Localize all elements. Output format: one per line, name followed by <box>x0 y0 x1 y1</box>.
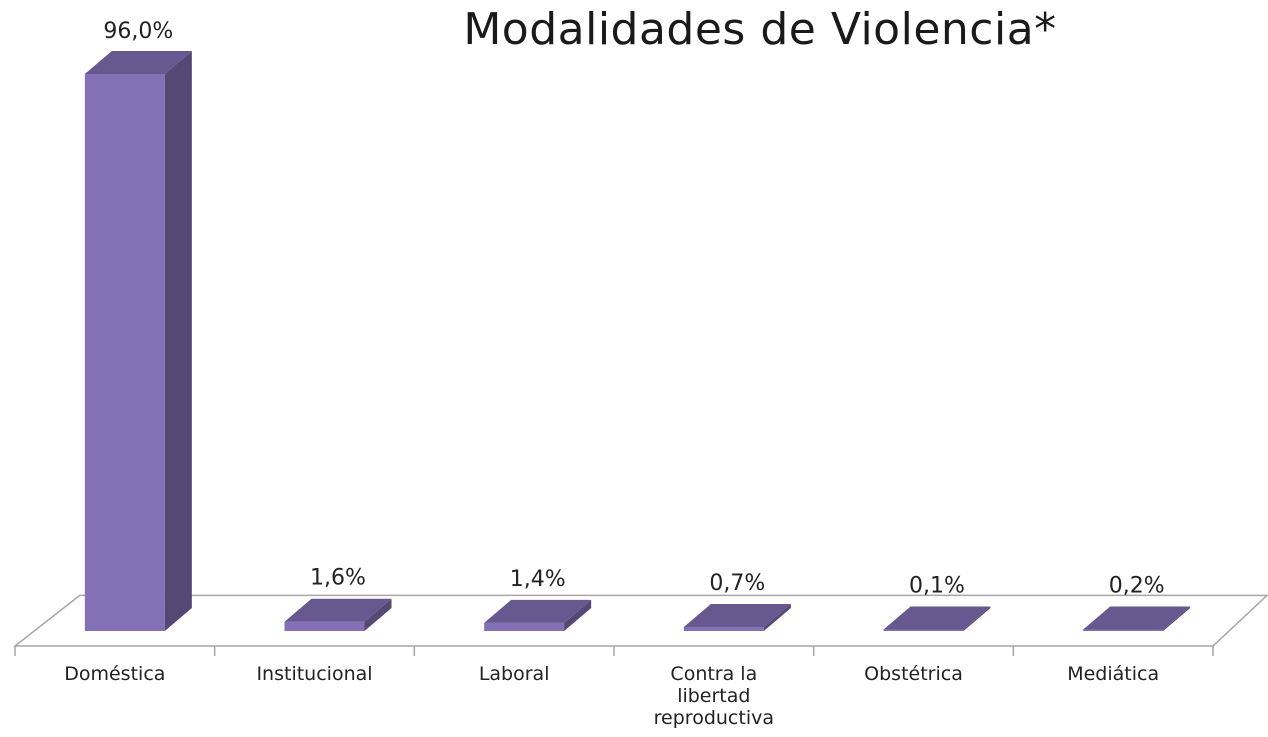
bar-front <box>484 622 565 631</box>
bar-side <box>364 598 392 631</box>
x-tick-label: Institucional <box>256 663 372 685</box>
x-tick-label: Laboral <box>479 663 550 685</box>
data-label: 1,4% <box>510 567 566 592</box>
bar <box>284 598 392 631</box>
bars <box>84 51 1191 631</box>
x-tick-label: Doméstica <box>64 663 165 685</box>
bar-side <box>763 603 791 631</box>
bar-top <box>1083 606 1191 630</box>
data-label: 0,2% <box>1109 574 1165 599</box>
x-tick-label: Contra la libertad reproductiva <box>654 663 774 729</box>
bar-top <box>683 603 791 627</box>
bar <box>1083 606 1191 631</box>
data-label: 1,6% <box>310 566 366 591</box>
bar-front <box>284 621 365 631</box>
x-tick-label: Mediática <box>1067 663 1159 685</box>
x-tick-label: Obstétrica <box>864 663 963 685</box>
bar-side <box>963 606 991 631</box>
bar-top <box>284 598 392 622</box>
labels: 96,0% Doméstica 1,6% Institucional 1,4% Labor… <box>64 19 1164 729</box>
bar <box>683 603 791 631</box>
bar-top <box>84 51 192 74</box>
bar <box>484 599 592 631</box>
bar-top <box>484 599 592 623</box>
bar-front <box>1083 629 1164 631</box>
bar-side <box>1163 606 1191 631</box>
bar-side <box>564 599 592 631</box>
bar-front <box>84 74 165 631</box>
bar-front <box>683 626 764 631</box>
data-label: 96,0% <box>103 19 173 44</box>
bar <box>84 51 192 631</box>
data-label: 0,1% <box>909 574 965 599</box>
chart-title: Modalidades de Violencia* <box>463 4 1057 55</box>
floor-plane <box>12 594 1268 647</box>
bar-top <box>883 606 991 630</box>
data-label: 0,7% <box>709 571 765 596</box>
bar-side <box>164 51 192 631</box>
bar <box>883 606 991 631</box>
chart-floor <box>12 594 1268 656</box>
bar-front <box>883 629 964 631</box>
